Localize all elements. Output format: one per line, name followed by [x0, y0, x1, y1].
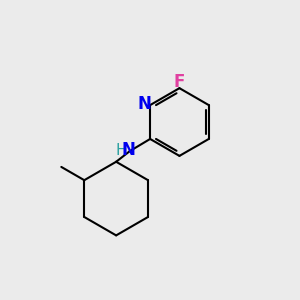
Text: N: N [121, 141, 135, 159]
Text: F: F [174, 73, 185, 91]
Text: H: H [116, 143, 127, 158]
Text: N: N [138, 95, 152, 113]
